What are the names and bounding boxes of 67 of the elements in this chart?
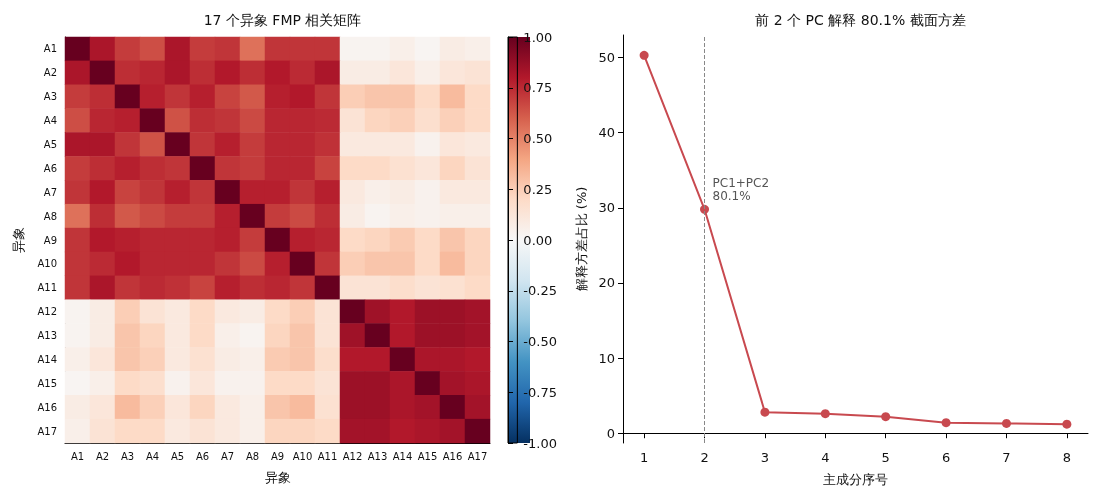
point — [820, 409, 830, 419]
color-bar-label: -1.00 — [523, 435, 557, 451]
x-tick-label: A5 — [170, 450, 185, 462]
x-tick-label: A17 — [467, 450, 488, 462]
x-tick-label: 3 — [760, 450, 770, 465]
x-tick-label: A16 — [442, 450, 463, 462]
y-tick-label: A5 — [43, 138, 57, 150]
x-tick-label: 2 — [700, 450, 709, 465]
y-tick-label: A2 — [43, 67, 57, 79]
x-tick-label: A2 — [95, 450, 110, 462]
y-tick-label: A8 — [43, 210, 57, 222]
x-tick-label: A1 — [70, 450, 85, 462]
color-bar-label: 0.00 — [523, 232, 553, 248]
y-axis-title: 解释方差占比 (%) — [573, 186, 589, 292]
y-tick-label: 30 — [598, 200, 615, 216]
point — [941, 418, 951, 428]
x-tick-label: 4 — [821, 450, 830, 465]
color-bar-label: 0.25 — [523, 181, 553, 197]
x-tick-label: A7 — [220, 450, 235, 462]
y-tick-label: A13 — [37, 330, 57, 342]
x-axis-title: 异象 — [264, 470, 291, 485]
y-tick-label: A11 — [37, 282, 57, 294]
y-tick-label: A6 — [43, 162, 57, 174]
x-tick-label: A14 — [392, 450, 413, 462]
y-tick-label: 40 — [598, 125, 615, 141]
y-tick-label: A17 — [37, 425, 57, 437]
chart-title: 17 个异象 FMP 相关矩阵 — [203, 12, 362, 28]
x-tick-label: 7 — [1002, 450, 1011, 465]
color-bar-label: -0.25 — [523, 283, 557, 299]
x-tick-label: A9 — [270, 450, 285, 462]
y-tick-label: A16 — [37, 401, 57, 413]
y-tick-label: A9 — [43, 234, 57, 246]
y-tick-label: A10 — [37, 258, 57, 270]
x-tick-label: A10 — [292, 450, 313, 462]
x-tick-label: 5 — [881, 450, 890, 465]
y-axis-title: 异象 — [11, 227, 26, 253]
point — [639, 50, 649, 60]
x-axis-title: 主成分序号 — [823, 472, 888, 487]
y-tick-label: A4 — [43, 115, 57, 127]
y-tick-label: A3 — [43, 91, 57, 103]
x-tick-label: A12 — [342, 450, 363, 462]
y-tick-label: A7 — [43, 186, 57, 198]
x-tick-label: 6 — [941, 450, 951, 465]
y-tick-label: A12 — [37, 306, 57, 318]
point — [881, 412, 891, 422]
chart-title: 前 2 个 PC 解释 80.1% 截面方差 — [755, 12, 966, 28]
point — [1062, 419, 1072, 429]
x-tick-label: A3 — [120, 450, 135, 462]
x-tick-label: A11 — [317, 450, 338, 462]
x-tick-label: A6 — [195, 450, 210, 462]
point — [760, 407, 770, 417]
annotation: PC1+PC2 80.1% — [712, 175, 770, 203]
x-tick-label: A15 — [417, 450, 438, 462]
point — [1001, 418, 1011, 428]
x-tick-label: 1 — [640, 450, 649, 465]
x-tick-label: 8 — [1062, 450, 1071, 465]
x-tick-label: A8 — [245, 450, 260, 462]
y-tick-label: 0 — [606, 425, 615, 441]
x-tick-label: A4 — [145, 450, 160, 462]
y-tick-label: 50 — [598, 50, 615, 66]
y-tick-label: 10 — [598, 350, 615, 366]
y-tick-label: 20 — [598, 275, 615, 291]
color-bar-label: 1.00 — [523, 29, 553, 45]
y-tick-label: A15 — [37, 377, 57, 389]
x-tick-label: A13 — [367, 450, 388, 462]
y-tick-label: A14 — [37, 353, 57, 365]
y-tick-label: A1 — [43, 43, 57, 55]
